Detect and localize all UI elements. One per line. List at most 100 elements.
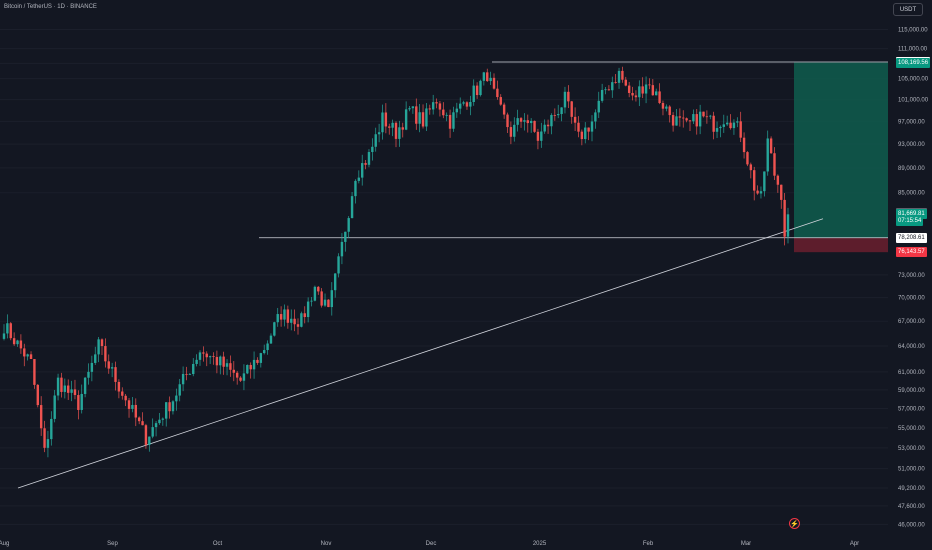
lightning-icon[interactable]: ⚡: [789, 518, 800, 529]
target-zone: [794, 62, 888, 238]
candle-body: [29, 354, 33, 360]
candle-body: [607, 89, 611, 91]
candle-body: [486, 72, 489, 82]
candle-body: [529, 120, 533, 124]
y-tick-label: 67,000.00: [898, 319, 925, 325]
candle-body: [631, 92, 634, 96]
currency-button[interactable]: USDT: [893, 3, 923, 16]
x-tick-label: Sep: [107, 541, 118, 547]
candle-body: [266, 343, 269, 351]
candle-body: [114, 367, 117, 382]
candle-body: [208, 356, 212, 358]
x-tick-label: Aug: [0, 541, 9, 547]
candle-body: [786, 214, 790, 237]
candle-body: [736, 121, 739, 123]
candle-body: [573, 116, 577, 123]
candle-body: [597, 100, 600, 113]
y-tick-label: 59,000.00: [898, 388, 925, 394]
candle-body: [753, 170, 756, 191]
candle-body: [188, 374, 192, 375]
candle-body: [2, 333, 6, 339]
candle-body: [759, 191, 763, 194]
candle-body: [678, 116, 682, 118]
candle-body: [171, 401, 175, 412]
candle-body: [256, 359, 259, 363]
candles: [2, 66, 790, 458]
candle-body: [290, 318, 293, 323]
candle-body: [269, 335, 273, 344]
candle-body: [665, 106, 668, 109]
candle-body: [584, 127, 587, 140]
candle-body: [756, 190, 759, 194]
price-label: 108,169.56: [896, 57, 931, 68]
candle-body: [229, 363, 232, 370]
candle-body: [175, 395, 178, 402]
candle-body: [144, 425, 148, 445]
candle-body: [60, 377, 63, 392]
candle-body: [455, 108, 459, 113]
candle-body: [323, 299, 327, 306]
candle-body: [634, 95, 638, 98]
candle-body: [303, 313, 306, 318]
y-tick-label: 105,000.00: [898, 77, 929, 83]
candle-body: [249, 364, 252, 370]
candle-body: [317, 286, 320, 292]
candle-body: [56, 377, 60, 396]
candle-body: [509, 127, 513, 137]
candle-body: [377, 132, 381, 135]
candle-body: [100, 339, 104, 347]
candle-body: [131, 404, 134, 409]
y-tick-label: 53,000.00: [898, 446, 925, 452]
y-tick-label: 101,000.00: [898, 98, 929, 104]
x-tick-label: Apr: [850, 541, 859, 547]
candle-body: [722, 124, 725, 127]
candle-body: [104, 346, 107, 362]
y-tick-label: 49,200.00: [898, 486, 925, 492]
candle-body: [746, 152, 749, 165]
candle-body: [479, 80, 482, 96]
candle-body: [590, 121, 594, 132]
candle-body: [698, 111, 702, 127]
candle-body: [286, 309, 290, 323]
candle-body: [398, 127, 401, 139]
candle-body: [773, 153, 776, 176]
candle-body: [776, 175, 780, 185]
y-tick-label: 51,000.00: [898, 467, 925, 473]
candle-body: [499, 97, 502, 105]
candle-body: [675, 116, 678, 126]
candle-body: [688, 120, 692, 122]
candle-body: [36, 384, 39, 406]
candle-body: [475, 85, 479, 96]
y-tick-label: 93,000.00: [898, 142, 925, 148]
candle-body: [550, 115, 553, 127]
candle-body: [26, 354, 29, 357]
candle-body: [391, 122, 394, 128]
candle-body: [361, 163, 364, 178]
candle-body: [425, 108, 428, 127]
candle-body: [719, 126, 722, 129]
candle-body: [533, 120, 536, 132]
candle-body: [124, 395, 127, 401]
candle-body: [357, 177, 361, 181]
candle-body: [594, 112, 597, 122]
candle-body: [563, 91, 567, 108]
candle-body: [354, 180, 357, 197]
candle-body: [661, 103, 665, 109]
candle-body: [536, 131, 540, 141]
y-tick-label: 115,000.00: [898, 28, 928, 34]
candle-body: [621, 70, 624, 80]
price-label: 07:15:54: [896, 215, 924, 226]
candle-body: [344, 231, 347, 242]
x-tick-label: Oct: [213, 541, 223, 547]
candle-body: [283, 309, 286, 320]
candle-body: [587, 127, 590, 132]
candle-body: [219, 356, 222, 366]
candle-body: [134, 404, 137, 418]
price-label: 76,143.57: [896, 247, 927, 258]
candle-body: [259, 353, 263, 363]
candle-body: [462, 102, 465, 104]
candle-body: [242, 373, 246, 381]
y-tick-label: 85,000.00: [898, 191, 925, 197]
candle-body: [567, 91, 570, 102]
